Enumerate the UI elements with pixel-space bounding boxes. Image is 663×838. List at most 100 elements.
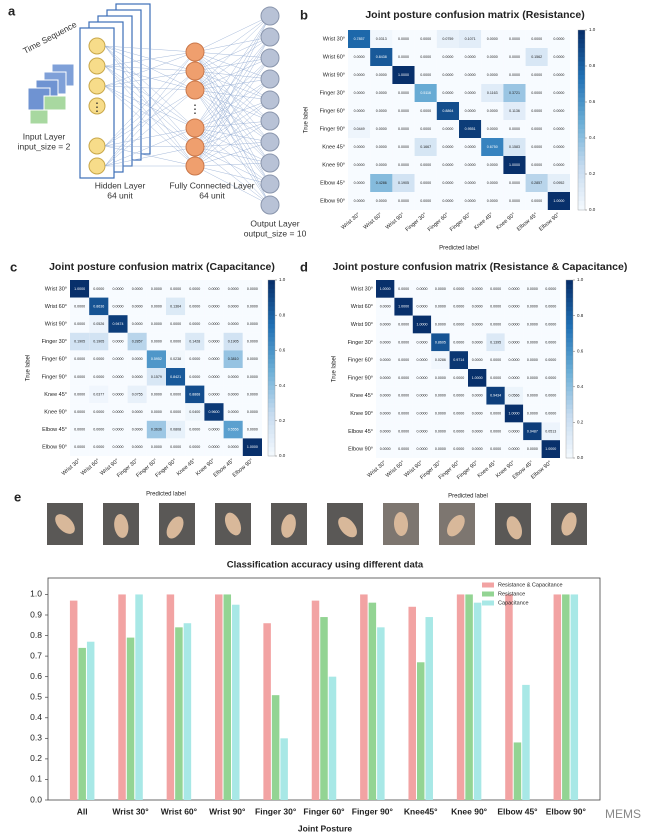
confusion-matrix: Joint posture confusion matrix (Resistan… (332, 261, 628, 500)
colorbar-segment (566, 386, 573, 392)
y-tick-label: Elbow 45° (320, 180, 345, 186)
cell (392, 84, 415, 102)
cell (376, 440, 395, 458)
colorbar-segment (578, 75, 585, 80)
cell (108, 438, 128, 456)
cell (414, 174, 437, 192)
cell-label: 0.0000 (228, 375, 239, 379)
colorbar-segment (268, 420, 275, 426)
cell-label: 0.2857 (531, 181, 542, 185)
cell (547, 30, 570, 48)
cell (204, 368, 224, 386)
cell-label: 0.9434 (490, 394, 501, 398)
cell-label: 0.0000 (453, 305, 464, 309)
confusion-matrix: Joint posture confusion matrix (Resistan… (304, 9, 596, 252)
cell (370, 120, 393, 138)
bar (505, 594, 513, 800)
cell (166, 315, 186, 333)
colorbar-segment (578, 120, 585, 125)
bar (570, 594, 579, 800)
colorbar-tick-label: 1.0 (279, 277, 286, 282)
cell (414, 138, 437, 156)
connection (194, 57, 271, 129)
connection (104, 70, 196, 167)
colorbar-segment (578, 160, 585, 166)
connection (194, 70, 271, 185)
panel-letter: c (10, 259, 17, 274)
cell (242, 332, 262, 351)
y-tick-label: Finger 90° (348, 375, 373, 381)
cell (486, 386, 505, 405)
cell (394, 351, 413, 369)
cell-label: 0.0400 (189, 410, 200, 414)
cell-label: 0.0000 (487, 37, 498, 41)
output-unit (260, 174, 280, 194)
x-tick-label: Wrist 90° (209, 806, 246, 816)
connection (194, 120, 271, 148)
cell (223, 280, 243, 298)
hidden-unit (88, 57, 106, 75)
connection (194, 141, 271, 148)
hand (55, 514, 75, 534)
connection (194, 89, 271, 101)
cell (376, 386, 395, 405)
cell-label: 0.0000 (398, 394, 409, 398)
cell-label: 0.0000 (531, 127, 542, 131)
y-axis-label: True label (304, 107, 310, 133)
colorbar-segment (268, 372, 275, 378)
colorbar-segment (578, 201, 585, 206)
cell-label: 0.0000 (531, 145, 542, 149)
connection (194, 70, 271, 206)
cell (481, 120, 504, 138)
output-unit (260, 69, 280, 89)
cell-label: 0.0000 (151, 304, 162, 308)
output-unit (260, 90, 280, 110)
cell (431, 333, 450, 352)
cell (70, 297, 90, 316)
y-tick-label: 0.6 (30, 671, 42, 681)
cell-label: 0.0000 (453, 287, 464, 291)
cell-label: 0.0000 (527, 411, 538, 415)
output-unit (260, 27, 280, 47)
cell (504, 333, 524, 352)
cell (166, 297, 186, 316)
cell (486, 404, 505, 423)
colorbar-segment (566, 413, 573, 419)
x-tick-label: Finger 30° (405, 212, 428, 233)
cell-label: 0.0000 (472, 287, 483, 291)
cell-label: 0.4286 (376, 181, 387, 185)
cell-label: 0.0000 (509, 199, 520, 203)
cell-label: 0.0000 (509, 127, 520, 131)
cell (392, 192, 415, 210)
cell (370, 102, 393, 120)
colorbar-segment (566, 355, 573, 361)
connection (194, 146, 271, 206)
cell-label: 0.0000 (380, 447, 391, 451)
cell-label: 0.0000 (509, 376, 520, 380)
connection (104, 85, 196, 148)
cell (547, 192, 570, 210)
hidden-layer: ⋮ (79, 3, 151, 179)
x-tick-label: Finger 60° (427, 212, 450, 233)
cell-label: 0.0000 (420, 109, 431, 113)
cell (486, 280, 505, 298)
cell (486, 351, 505, 369)
panel-letter: a (8, 3, 16, 18)
connection (104, 65, 196, 129)
bar (377, 627, 385, 800)
cell-label: 0.0000 (531, 73, 542, 77)
cell (541, 280, 560, 298)
cell (449, 369, 468, 387)
colorbar-segment (268, 319, 275, 325)
colorbar-segment (566, 284, 573, 290)
cell (481, 84, 504, 102)
cell (459, 84, 482, 102)
cell (108, 403, 128, 421)
cell (523, 297, 542, 316)
legend-swatch (482, 591, 494, 597)
cell-label: 0.0759 (442, 37, 453, 41)
x-tick-label: Wrist 90° (385, 212, 406, 231)
legend-swatch (482, 600, 494, 606)
cell-label: 0.0377 (93, 392, 104, 396)
y-tick-label: Wrist 60° (45, 304, 67, 310)
